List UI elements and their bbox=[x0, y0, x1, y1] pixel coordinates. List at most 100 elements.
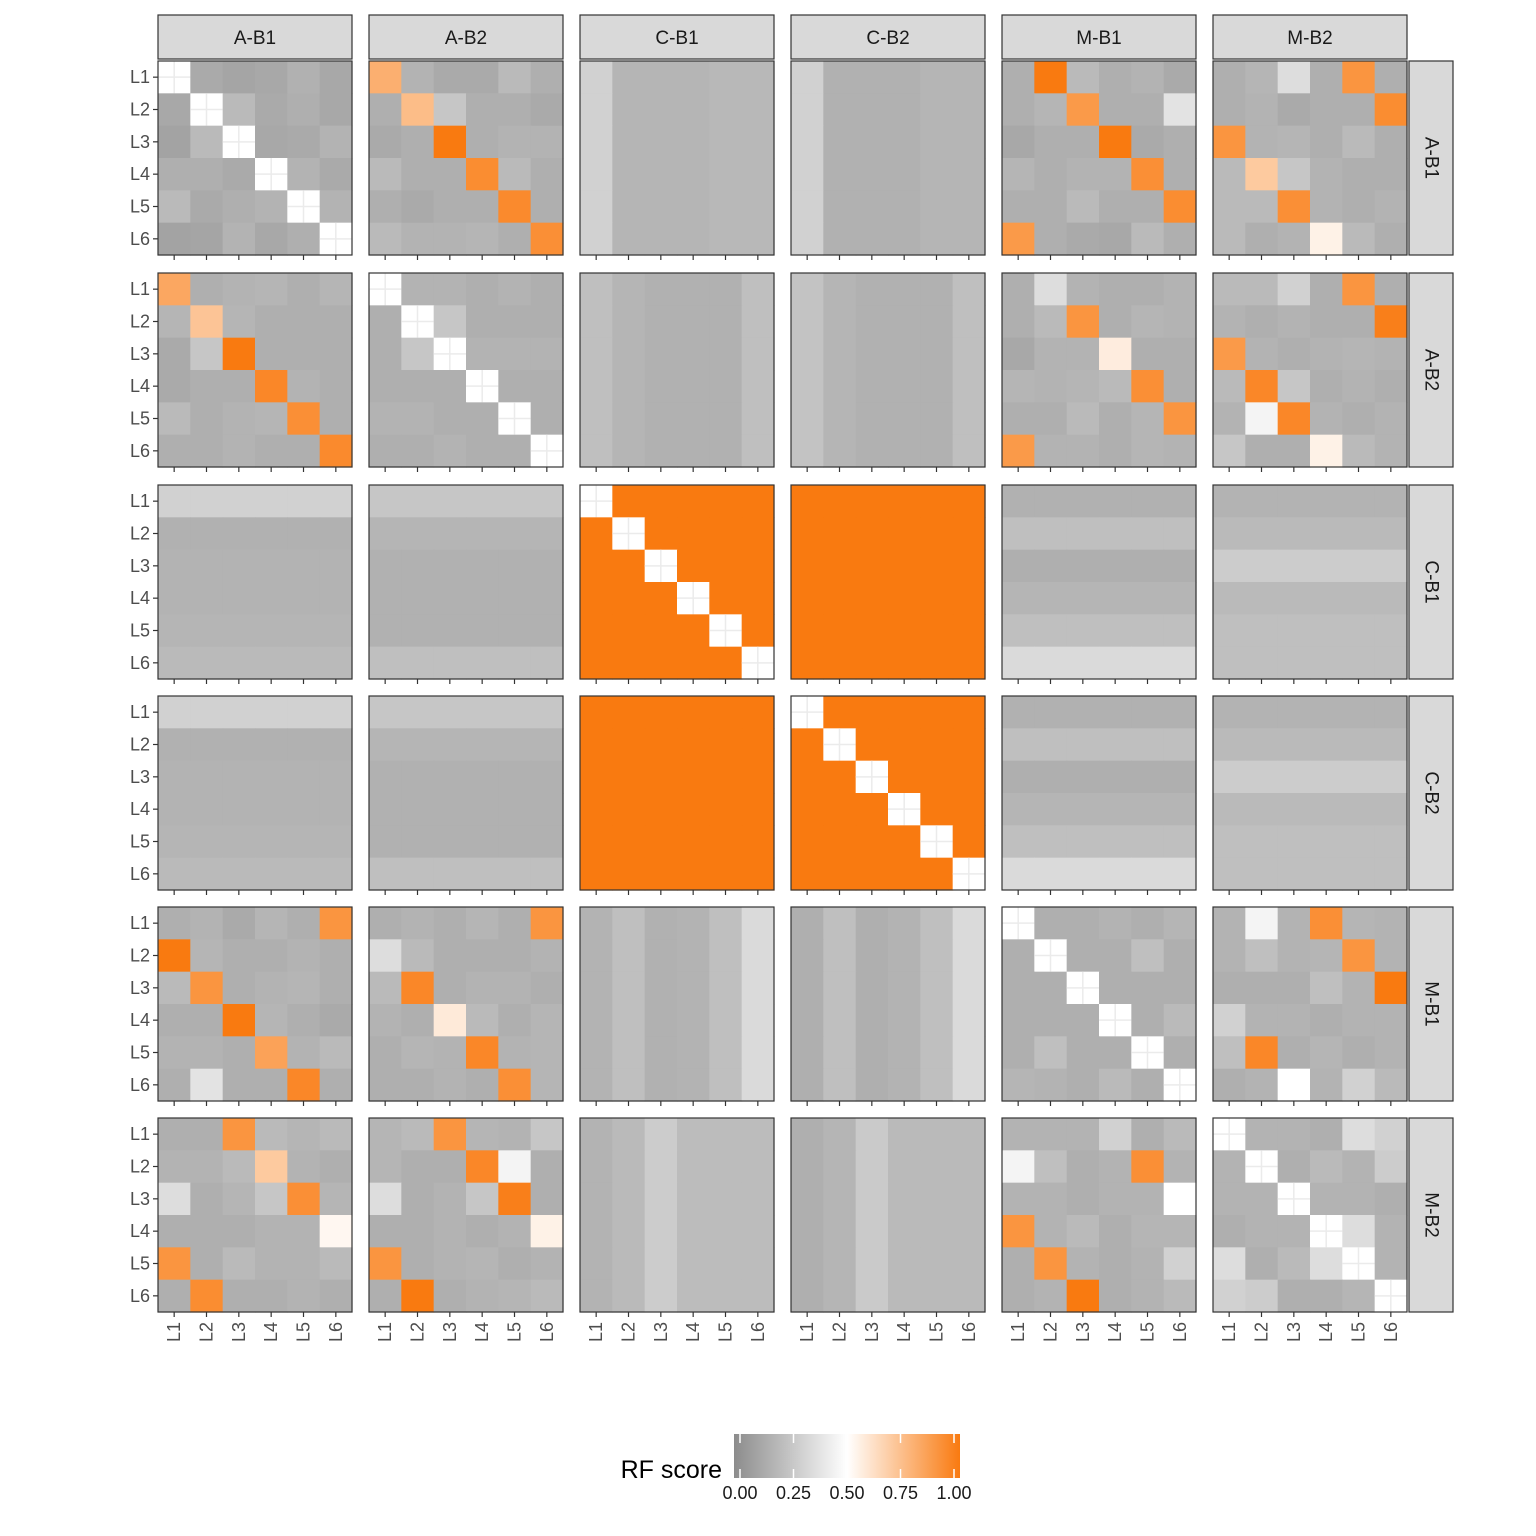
heat-cell bbox=[498, 1247, 532, 1281]
heat-cell bbox=[1131, 825, 1165, 859]
heat-cell bbox=[319, 1215, 353, 1248]
heat-cell bbox=[1342, 696, 1376, 729]
heat-cell bbox=[158, 582, 191, 615]
heat-cell bbox=[190, 222, 224, 256]
heat-cell bbox=[255, 1036, 288, 1070]
heat-cell bbox=[823, 614, 857, 648]
heat-cell bbox=[158, 825, 191, 859]
legend-tick-label: 0.00 bbox=[722, 1483, 757, 1503]
heat-cell bbox=[1310, 582, 1343, 615]
heat-cell bbox=[498, 646, 532, 680]
heat-cell bbox=[1163, 696, 1197, 729]
heat-cell bbox=[255, 125, 288, 159]
heat-cell bbox=[287, 517, 321, 551]
heat-cell bbox=[741, 728, 775, 762]
heat-cell bbox=[741, 1182, 775, 1216]
heat-cell bbox=[530, 939, 564, 973]
heat-cell bbox=[823, 857, 857, 891]
heat-cell bbox=[791, 728, 824, 762]
heat-cell bbox=[319, 1068, 353, 1102]
heat-cell bbox=[709, 370, 743, 403]
heat-cell bbox=[222, 1215, 256, 1248]
y-tick-label: L1 bbox=[130, 491, 150, 511]
heat-cell bbox=[255, 61, 288, 94]
heat-cell bbox=[677, 305, 710, 339]
heat-cell bbox=[466, 222, 499, 256]
heat-cell bbox=[530, 402, 564, 436]
heat-cell bbox=[287, 760, 321, 794]
heat-cell bbox=[1342, 1279, 1376, 1313]
heat-cell bbox=[433, 614, 467, 648]
heat-cell bbox=[823, 1118, 857, 1151]
x-tick-label: L2 bbox=[830, 1322, 850, 1342]
heat-cell bbox=[1310, 907, 1343, 940]
heat-cell bbox=[530, 485, 564, 518]
heat-cell bbox=[709, 857, 743, 891]
x-tick-label: L5 bbox=[505, 1322, 525, 1342]
heat-cell bbox=[1374, 971, 1408, 1005]
heat-cell bbox=[741, 614, 775, 648]
heat-cell bbox=[823, 273, 857, 306]
heat-cell bbox=[1163, 1215, 1197, 1248]
heat-cell bbox=[888, 1182, 921, 1216]
heat-cell bbox=[1374, 485, 1408, 518]
heat-cell bbox=[319, 158, 353, 191]
heat-cell bbox=[498, 61, 532, 94]
heat-cell bbox=[791, 971, 824, 1005]
heat-cell bbox=[1099, 582, 1132, 615]
heat-cell bbox=[952, 1279, 986, 1313]
heat-cell bbox=[823, 1182, 857, 1216]
heat-cell bbox=[920, 971, 954, 1005]
heat-cell bbox=[855, 728, 889, 762]
y-tick-label: L1 bbox=[130, 1124, 150, 1144]
y-tick-label: L4 bbox=[130, 588, 150, 608]
heat-cell bbox=[158, 1150, 191, 1184]
heat-cell bbox=[1374, 222, 1408, 256]
heat-cell bbox=[190, 125, 224, 159]
heat-cell bbox=[319, 485, 353, 518]
heat-cell bbox=[369, 857, 402, 891]
heat-cell bbox=[580, 1036, 613, 1070]
heat-cell bbox=[319, 337, 353, 371]
heat-cell bbox=[644, 222, 678, 256]
heat-cell bbox=[530, 125, 564, 159]
panel-M-B2-C-B1 bbox=[579, 1117, 775, 1313]
heat-cell bbox=[1131, 125, 1165, 159]
heat-cell bbox=[1277, 273, 1311, 306]
heat-cell bbox=[741, 1036, 775, 1070]
heat-cell bbox=[888, 337, 921, 371]
heat-cell bbox=[888, 1247, 921, 1281]
heat-cell bbox=[612, 760, 646, 794]
heat-cell bbox=[1002, 857, 1035, 891]
y-tick-label: L2 bbox=[130, 524, 150, 544]
heat-cell bbox=[319, 370, 353, 403]
heat-cell bbox=[1163, 971, 1197, 1005]
heat-cell bbox=[1374, 273, 1408, 306]
heat-cell bbox=[1131, 907, 1165, 940]
heat-cell bbox=[190, 696, 224, 729]
heat-cell bbox=[823, 1215, 857, 1248]
heat-cell bbox=[855, 1150, 889, 1184]
heat-cell bbox=[1163, 614, 1197, 648]
x-tick-label: L1 bbox=[164, 1322, 184, 1342]
panel-border bbox=[1212, 906, 1408, 1102]
heat-cell bbox=[369, 517, 402, 551]
heat-cell bbox=[433, 646, 467, 680]
heat-cell bbox=[530, 517, 564, 551]
col-strip: M-B2 bbox=[1212, 14, 1408, 60]
panel-A-B1-M-B1 bbox=[1001, 60, 1197, 256]
heat-cell bbox=[369, 434, 402, 468]
heat-cell bbox=[222, 1279, 256, 1313]
heat-cell bbox=[319, 793, 353, 826]
heat-cell bbox=[433, 190, 467, 224]
heat-cell bbox=[1374, 646, 1408, 680]
x-tick-label: L6 bbox=[748, 1322, 768, 1342]
heat-cell bbox=[255, 614, 288, 648]
heat-cell bbox=[644, 337, 678, 371]
heat-cell bbox=[1374, 61, 1408, 94]
heat-cell bbox=[580, 434, 613, 468]
heat-cell bbox=[952, 696, 986, 729]
heat-cell bbox=[1213, 1150, 1246, 1184]
y-tick-label: L1 bbox=[130, 279, 150, 299]
heat-cell bbox=[530, 825, 564, 859]
